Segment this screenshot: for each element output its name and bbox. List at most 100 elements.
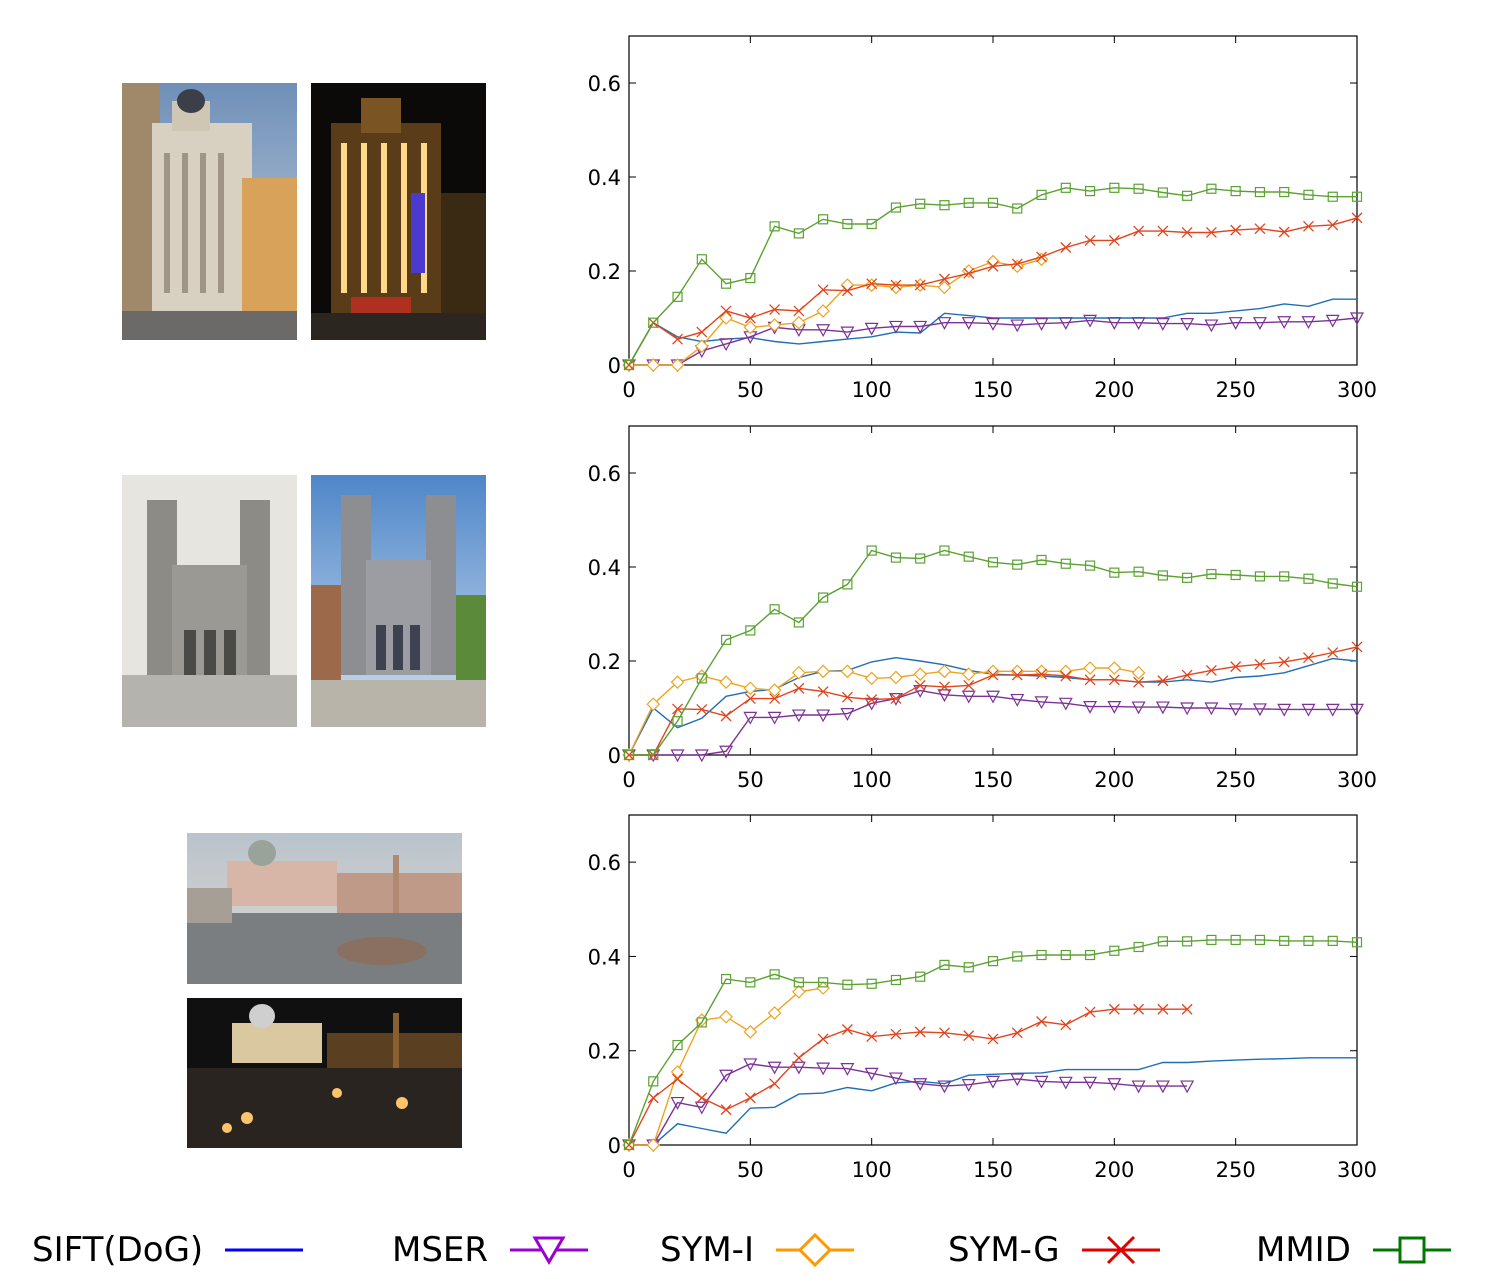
data-point [866, 545, 877, 556]
data-point [864, 322, 879, 336]
x-tick-label: 0 [622, 378, 635, 402]
data-point [864, 278, 879, 292]
data-point [1133, 1003, 1145, 1015]
data-point [1060, 1019, 1072, 1031]
data-point [1303, 935, 1314, 946]
data-point [1206, 934, 1217, 946]
data-point [913, 1078, 928, 1091]
data-point [939, 545, 950, 556]
y-tick-label: 0.6 [588, 72, 621, 96]
data-point [670, 1065, 685, 1079]
data-point [1180, 1080, 1195, 1094]
data-point [1279, 935, 1290, 946]
data-point [648, 317, 659, 328]
data-point [1107, 1078, 1122, 1091]
series-line [628, 667, 1139, 756]
chart-bottom: 0 50 100 150 200 250 300 0 0.2 0.4 0.6 [588, 814, 1377, 1182]
data-point [987, 1033, 999, 1045]
legend: SIFT(DoG) MSER SYM-I SYM-G MMID [0, 1222, 1499, 1278]
x-tick-label: 200 [1094, 1158, 1134, 1182]
data-point [1060, 558, 1071, 569]
data-point [890, 1028, 902, 1040]
data-point [1278, 226, 1290, 238]
data-point [648, 749, 659, 761]
series-line [628, 939, 1358, 1146]
series-mser [621, 1058, 1195, 1153]
data-point [986, 664, 1000, 679]
x-tick-label: 200 [1094, 768, 1134, 792]
series-sym-i [622, 252, 1049, 372]
data-point [1010, 319, 1025, 333]
notre-dame-old-photo [122, 475, 297, 727]
data-point [889, 280, 903, 295]
data-point [840, 664, 855, 679]
data-point [1108, 234, 1120, 246]
data-point [985, 318, 1001, 331]
data-point [961, 690, 976, 704]
chart-middle: 0 50 100 150 200 250 300 0 0.2 0.4 0.6 [588, 425, 1377, 792]
data-point [696, 326, 708, 338]
data-point [939, 681, 950, 693]
data-point [1155, 318, 1170, 331]
data-point [791, 1061, 806, 1075]
data-point [744, 312, 756, 324]
data-point [890, 552, 902, 563]
data-point [961, 264, 976, 278]
charts-canvas: 0 50 100 150 200 250 300 0 0.2 0.4 0.6 0 50 100 150 20… [588, 35, 1377, 1182]
chart-top: 0 50 100 150 200 250 300 0 0.2 0.4 0.6 [588, 35, 1377, 402]
data-point [1230, 569, 1241, 581]
data-point [937, 689, 952, 703]
data-point [1012, 203, 1023, 214]
data-point [1228, 317, 1243, 330]
data-point [1108, 1003, 1120, 1015]
y-tick-label: 0.2 [588, 1040, 621, 1064]
data-point [719, 745, 734, 759]
data-point [987, 197, 999, 208]
data-point [1303, 220, 1314, 232]
data-point [1157, 936, 1168, 947]
data-point [743, 681, 758, 696]
data-point [719, 338, 734, 352]
data-point [1107, 317, 1122, 330]
data-point [1034, 318, 1049, 331]
legend-item-symi: SYM-I [660, 1222, 856, 1278]
x-tick-label: 0 [622, 768, 635, 792]
series-sift-dog- [628, 298, 1357, 366]
data-point [1157, 570, 1168, 581]
data-point [963, 962, 974, 973]
data-point [1351, 581, 1363, 592]
data-point [646, 1138, 661, 1152]
data-point [1084, 560, 1096, 571]
data-point [914, 679, 926, 691]
y-tick-label: 0 [608, 354, 621, 378]
y-tick-label: 0.4 [588, 166, 621, 190]
data-point [890, 279, 902, 291]
data-point [961, 667, 976, 682]
data-point [720, 634, 732, 645]
data-point [719, 1069, 734, 1083]
data-point [792, 665, 806, 680]
data-point [696, 673, 707, 684]
data-point [1109, 567, 1120, 578]
data-point [866, 278, 878, 290]
st-peters-night-photo [187, 998, 462, 1148]
data-point [985, 690, 1001, 704]
data-point [1349, 312, 1365, 326]
data-point [1011, 1027, 1023, 1039]
data-point [937, 317, 952, 330]
data-point [1083, 700, 1098, 714]
data-point [987, 956, 999, 967]
series-line [629, 646, 1358, 756]
data-point [743, 320, 758, 335]
data-point [646, 697, 661, 712]
legend-item-mmid: MMID [1256, 1222, 1453, 1278]
data-point [792, 315, 806, 330]
data-point [1254, 934, 1266, 946]
data-point [672, 333, 683, 345]
series-line [629, 1063, 1188, 1146]
data-point [1084, 186, 1096, 197]
data-point [1155, 701, 1170, 715]
data-point [745, 272, 756, 284]
data-point [939, 200, 950, 211]
data-point [840, 326, 855, 340]
